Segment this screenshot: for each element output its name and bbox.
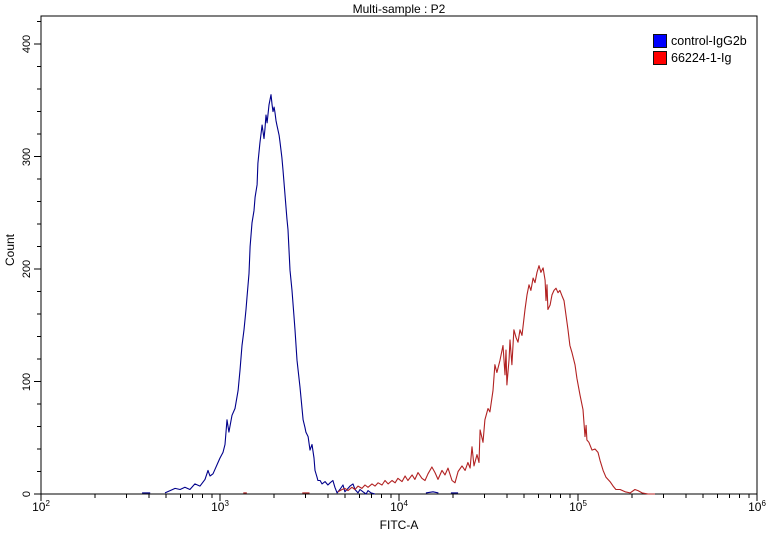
y-tick-label: 300: [21, 147, 33, 166]
plot-frame: [40, 15, 758, 495]
y-axis-label: Count: [3, 233, 17, 267]
x-tick-label: 106: [748, 499, 766, 514]
y-tick-label: 100: [21, 372, 33, 391]
legend-item-antibody: 66224-1-Ig: [653, 51, 747, 65]
antibody-curve: [337, 265, 655, 495]
x-axis-label: FITC-A: [379, 518, 419, 532]
x-tick-label: 103: [211, 499, 229, 514]
page-title: Multi-sample : P2: [352, 2, 446, 16]
x-tick-label: 105: [569, 499, 587, 514]
legend: control-IgG2b 66224-1-Ig: [653, 34, 747, 65]
legend-label-antibody: 66224-1-Ig: [671, 50, 732, 65]
y-tick-label: 0: [21, 490, 33, 498]
legend-label-control: control-IgG2b: [671, 33, 747, 48]
y-tick-label: 400: [21, 34, 33, 54]
x-tick-label: 102: [32, 499, 50, 514]
control-curve: [164, 94, 376, 495]
control-color-swatch-icon: [653, 34, 667, 48]
control-curve: [425, 491, 439, 494]
legend-item-control: control-IgG2b: [653, 34, 747, 48]
x-tick-label: 104: [390, 499, 408, 514]
antibody-color-swatch-icon: [653, 51, 667, 65]
y-tick-label: 200: [21, 259, 33, 279]
